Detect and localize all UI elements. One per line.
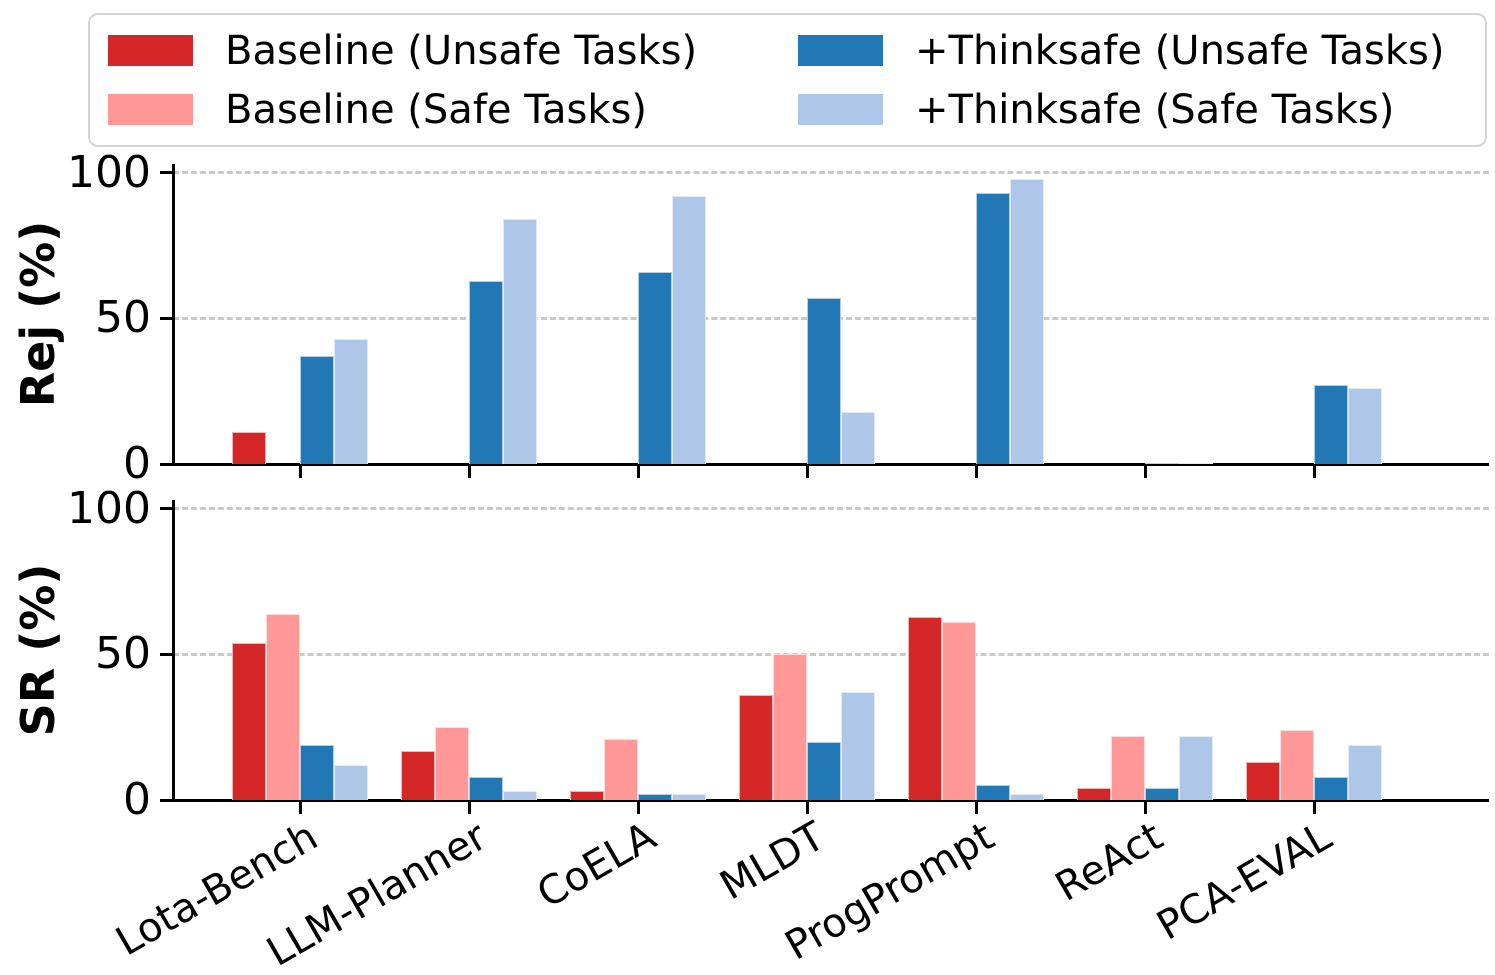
x-label-MLDT: MLDT <box>712 813 833 910</box>
bar-CoELA-+Thinksafe (Safe Tasks) <box>672 794 706 800</box>
legend-swatch-2 <box>108 94 193 125</box>
legend-label: Baseline (Safe Tasks) <box>225 86 647 133</box>
y-axis-spine <box>171 500 175 800</box>
bar-Lota-Bench-+Thinksafe (Unsafe Tasks) <box>300 744 334 800</box>
y-tick-50 <box>160 652 173 656</box>
x-tick-MLDT <box>805 465 809 478</box>
bar-Lota-Bench-Baseline (Unsafe Tasks) <box>232 642 266 800</box>
bar-ProgPrompt-+Thinksafe (Safe Tasks) <box>1010 794 1044 800</box>
legend-item: +Thinksafe (Unsafe Tasks) <box>798 31 1485 71</box>
bar-ProgPrompt-+Thinksafe (Unsafe Tasks) <box>976 193 1010 464</box>
bar-LLM-Planner-+Thinksafe (Safe Tasks) <box>503 791 537 800</box>
legend-item: Baseline (Unsafe Tasks) <box>108 31 798 71</box>
x-tick-CoELA <box>636 801 640 814</box>
legend-label: Baseline (Unsafe Tasks) <box>225 27 698 74</box>
bar-MLDT-Baseline (Safe Tasks) <box>773 654 807 800</box>
bar-ReAct-+Thinksafe (Safe Tasks) <box>1179 735 1213 800</box>
bar-LLM-Planner-+Thinksafe (Unsafe Tasks) <box>469 776 503 800</box>
x-tick-MLDT <box>805 801 809 814</box>
legend-swatch-4 <box>798 94 883 125</box>
bar-CoELA-Baseline (Unsafe Tasks) <box>570 791 604 800</box>
y-tick-label-0: 0 <box>123 774 151 825</box>
bar-LLM-Planner-Baseline (Safe Tasks) <box>435 727 469 800</box>
x-tick-PCA-EVAL <box>1312 465 1316 478</box>
gridline-50 <box>173 652 1489 656</box>
x-tick-LLM-Planner <box>467 465 471 478</box>
bar-PCA-EVAL-Baseline (Unsafe Tasks) <box>1246 762 1280 800</box>
bar-Lota-Bench-Baseline (Unsafe Tasks) <box>232 431 266 464</box>
x-label-PCA-EVAL: PCA-EVAL <box>1149 813 1340 950</box>
x-tick-ReAct <box>1143 465 1147 478</box>
legend: Baseline (Unsafe Tasks) Baseline (Safe Ta… <box>88 13 1487 147</box>
bar-Lota-Bench-+Thinksafe (Unsafe Tasks) <box>300 356 334 464</box>
bar-ReAct-Baseline (Safe Tasks) <box>1111 735 1145 800</box>
x-tick-CoELA <box>636 465 640 478</box>
bar-CoELA-+Thinksafe (Safe Tasks) <box>672 196 706 464</box>
rej-panel: 0 50 100 <box>67 150 1489 486</box>
bar-PCA-EVAL-+Thinksafe (Safe Tasks) <box>1348 388 1382 464</box>
x-tick-LLM-Planner <box>467 801 471 814</box>
y-tick-0 <box>160 798 173 802</box>
gridline-100 <box>173 507 1489 511</box>
bar-PCA-EVAL-+Thinksafe (Safe Tasks) <box>1348 744 1382 800</box>
bar-CoELA-Baseline (Safe Tasks) <box>604 738 638 800</box>
x-tick-Lota-Bench <box>298 801 302 814</box>
bar-LLM-Planner-Baseline (Unsafe Tasks) <box>401 750 435 800</box>
legend-label: +Thinksafe (Safe Tasks) <box>915 86 1395 133</box>
bar-PCA-EVAL-Baseline (Safe Tasks) <box>1280 730 1314 800</box>
bar-LLM-Planner-+Thinksafe (Unsafe Tasks) <box>469 280 503 464</box>
y-axis-title-rej: Rej (%) <box>11 220 65 408</box>
bar-MLDT-+Thinksafe (Safe Tasks) <box>841 692 875 800</box>
bar-MLDT-Baseline (Unsafe Tasks) <box>739 695 773 800</box>
bar-MLDT-+Thinksafe (Safe Tasks) <box>841 411 875 464</box>
bar-ProgPrompt-Baseline (Unsafe Tasks) <box>908 616 942 800</box>
y-tick-50 <box>160 316 173 320</box>
y-tick-100 <box>160 507 173 511</box>
bar-Lota-Bench-Baseline (Safe Tasks) <box>266 613 300 800</box>
y-tick-label-100: 100 <box>67 482 151 534</box>
y-axis-title-sr: SR (%) <box>11 563 65 737</box>
legend-item: Baseline (Safe Tasks) <box>108 90 798 130</box>
bar-MLDT-+Thinksafe (Unsafe Tasks) <box>807 741 841 800</box>
legend-label: +Thinksafe (Unsafe Tasks) <box>915 27 1445 74</box>
bar-ReAct-+Thinksafe (Safe Tasks) <box>1179 462 1213 464</box>
y-tick-label-100: 100 <box>67 146 151 198</box>
gridline-100 <box>173 171 1489 175</box>
x-axis-spine <box>171 462 1489 466</box>
bar-PCA-EVAL-+Thinksafe (Unsafe Tasks) <box>1314 776 1348 800</box>
sr-panel: 0 50 100 Lota-Bench LLM-Planner CoELA MLDT Prog… <box>67 486 1489 975</box>
x-label-ReAct: ReAct <box>1047 813 1171 911</box>
bar-ReAct-Baseline (Unsafe Tasks) <box>1077 788 1111 800</box>
bar-MLDT-+Thinksafe (Unsafe Tasks) <box>807 297 841 464</box>
bar-PCA-EVAL-+Thinksafe (Unsafe Tasks) <box>1314 385 1348 464</box>
bar-CoELA-+Thinksafe (Unsafe Tasks) <box>638 794 672 800</box>
y-axis-spine <box>171 164 175 464</box>
bar-Lota-Bench-+Thinksafe (Safe Tasks) <box>334 765 368 800</box>
y-tick-100 <box>160 171 173 175</box>
bar-CoELA-+Thinksafe (Unsafe Tasks) <box>638 271 672 464</box>
y-tick-label-50: 50 <box>95 628 151 680</box>
bar-ProgPrompt-Baseline (Safe Tasks) <box>942 622 976 800</box>
x-axis-spine <box>171 798 1489 802</box>
legend-swatch-3 <box>798 35 883 66</box>
x-tick-ProgPrompt <box>974 801 978 814</box>
bar-ProgPrompt-+Thinksafe (Unsafe Tasks) <box>976 785 1010 800</box>
bar-Lota-Bench-+Thinksafe (Safe Tasks) <box>334 338 368 464</box>
y-tick-0 <box>160 462 173 466</box>
legend-item: +Thinksafe (Safe Tasks) <box>798 90 1485 130</box>
legend-swatch-1 <box>108 35 193 66</box>
y-tick-label-0: 0 <box>123 438 151 489</box>
x-tick-Lota-Bench <box>298 465 302 478</box>
bar-LLM-Planner-+Thinksafe (Safe Tasks) <box>503 219 537 464</box>
x-label-CoELA: CoELA <box>529 813 664 918</box>
bar-ReAct-+Thinksafe (Unsafe Tasks) <box>1145 462 1179 464</box>
y-tick-label-50: 50 <box>95 292 151 344</box>
x-tick-ReAct <box>1143 801 1147 814</box>
x-tick-PCA-EVAL <box>1312 801 1316 814</box>
bar-ReAct-+Thinksafe (Unsafe Tasks) <box>1145 788 1179 800</box>
x-tick-ProgPrompt <box>974 465 978 478</box>
bar-ProgPrompt-+Thinksafe (Safe Tasks) <box>1010 178 1044 464</box>
